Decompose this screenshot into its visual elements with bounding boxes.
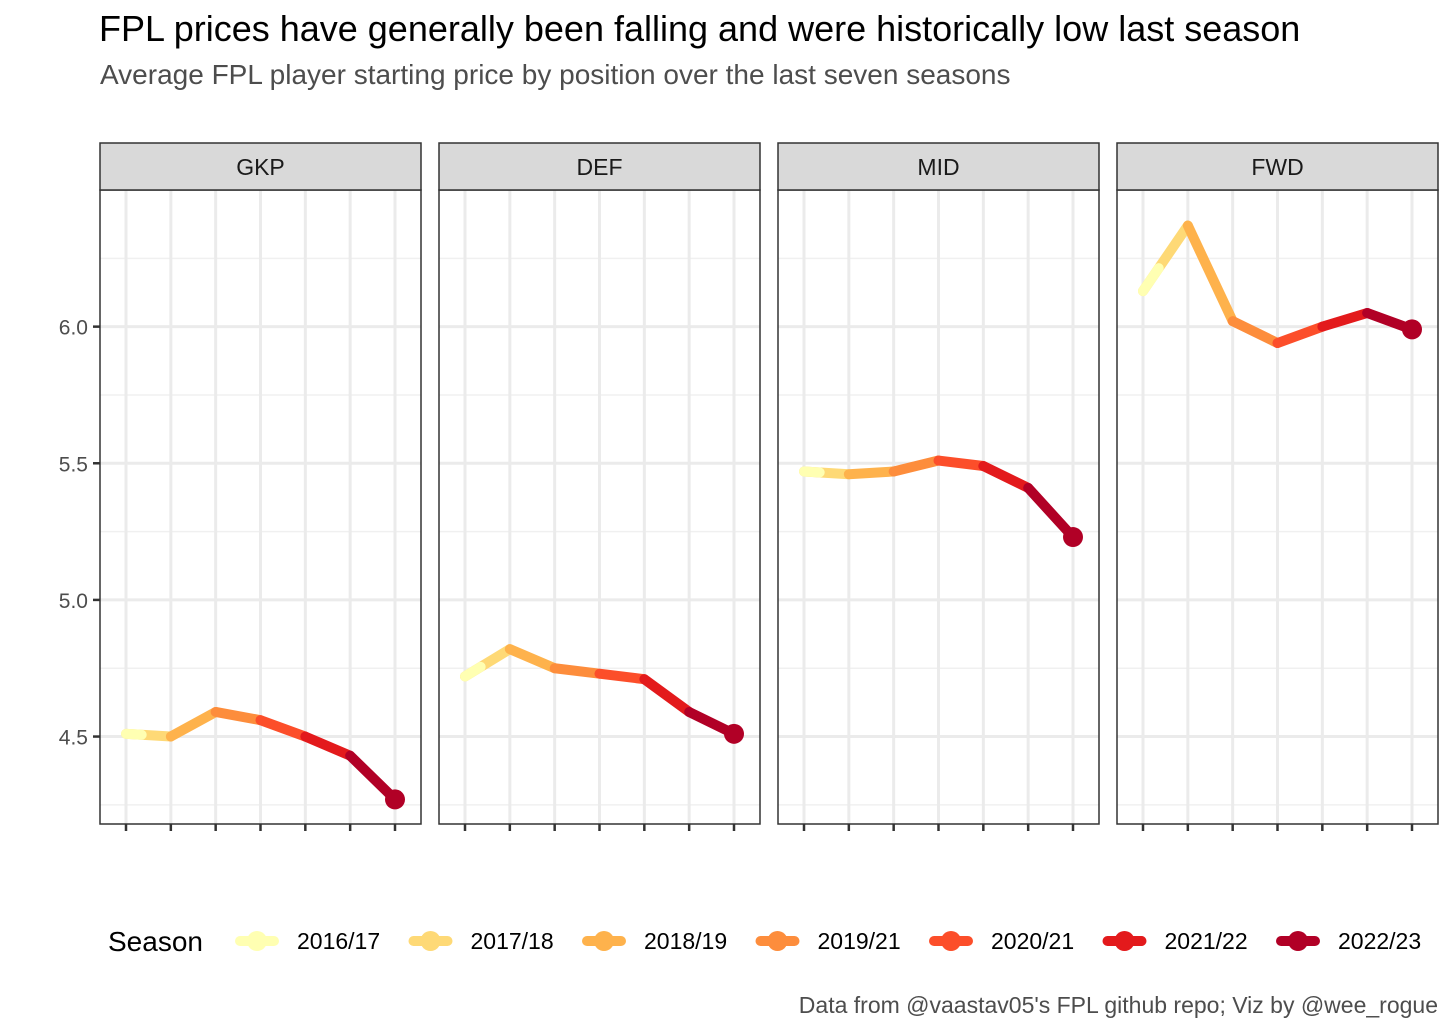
last-point-def bbox=[724, 723, 744, 744]
facet-strip-fwd bbox=[1116, 142, 1439, 191]
facet-label-fwd: FWD bbox=[1251, 154, 1303, 180]
line-segment-mid bbox=[799, 466, 825, 478]
legend-title: Season bbox=[108, 926, 203, 957]
legend-key-point bbox=[420, 931, 441, 951]
legend-key-point bbox=[594, 931, 614, 951]
line-segment-mid bbox=[1023, 482, 1078, 543]
legend-key-point bbox=[1288, 931, 1308, 951]
legend-key-point bbox=[941, 931, 961, 951]
legend-key-point bbox=[1114, 931, 1135, 951]
last-point-gkp bbox=[385, 789, 405, 810]
line-segment-fwd bbox=[1272, 321, 1328, 349]
chart-subtitle: Average FPL player starting price by pos… bbox=[100, 59, 1011, 90]
line-segment-def bbox=[549, 663, 605, 679]
legend-key-point bbox=[247, 931, 267, 951]
legend-label: 2020/21 bbox=[991, 928, 1074, 954]
last-point-mid bbox=[1063, 527, 1083, 548]
legend-label: 2019/21 bbox=[818, 928, 901, 954]
chart-title: FPL prices have generally been falling a… bbox=[99, 8, 1301, 49]
y-tick-label: 5.0 bbox=[59, 590, 88, 613]
legend-key-point bbox=[767, 931, 788, 951]
facet-label-gkp: GKP bbox=[236, 154, 285, 180]
line-segment-mid bbox=[978, 461, 1034, 493]
line-segment-gkp bbox=[345, 750, 400, 805]
line-segment-gkp bbox=[210, 706, 266, 726]
facet-strip-def bbox=[438, 142, 761, 191]
line-segment-fwd bbox=[1227, 316, 1283, 349]
legend-label: 2017/18 bbox=[471, 928, 554, 954]
line-segment-def bbox=[460, 661, 486, 682]
legend-label: 2016/17 bbox=[297, 928, 380, 954]
line-segment-gkp bbox=[165, 706, 221, 742]
line-segment-mid bbox=[933, 455, 989, 472]
line-segment-gkp bbox=[121, 728, 147, 740]
facet-strip-gkp bbox=[99, 142, 422, 191]
line-segment-fwd bbox=[1138, 263, 1164, 297]
line-segment-fwd bbox=[1317, 307, 1373, 332]
line-segment-def bbox=[639, 674, 695, 717]
line-segment-def bbox=[594, 668, 650, 685]
facet-strip-mid bbox=[777, 142, 1100, 191]
line-segment-gkp bbox=[255, 715, 311, 742]
y-tick-label: 5.5 bbox=[59, 453, 88, 476]
facet-label-mid: MID bbox=[917, 154, 959, 180]
line-segment-fwd bbox=[1182, 220, 1238, 327]
legend-label: 2018/19 bbox=[644, 928, 727, 954]
line-segment-mid bbox=[888, 455, 944, 477]
line-segment-def bbox=[504, 644, 560, 674]
line-segment-gkp bbox=[300, 731, 356, 761]
y-tick-label: 6.0 bbox=[59, 317, 88, 340]
legend-label: 2021/22 bbox=[1165, 928, 1248, 954]
legend-label: 2022/23 bbox=[1338, 928, 1421, 954]
y-tick-label: 4.5 bbox=[59, 727, 88, 750]
last-point-fwd bbox=[1402, 319, 1422, 340]
line-segment-mid bbox=[843, 466, 899, 480]
facet-label-def: DEF bbox=[577, 154, 623, 180]
chart-caption: Data from @vaastav05's FPL github repo; … bbox=[798, 992, 1438, 1018]
